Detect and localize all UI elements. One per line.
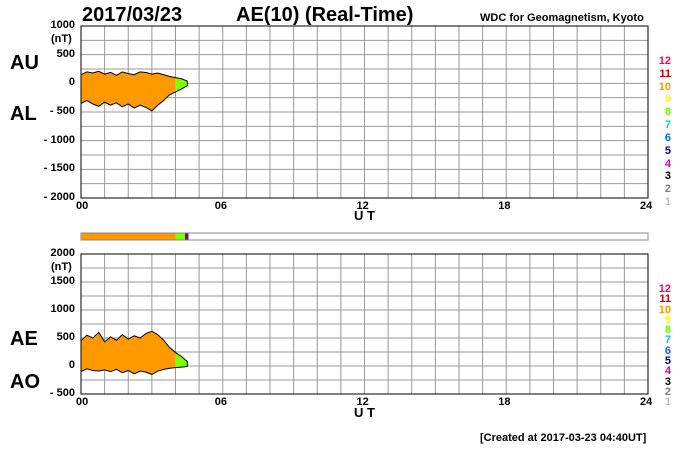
station-count-label: 2 xyxy=(664,385,671,398)
status-bar-segment xyxy=(175,233,185,240)
upper-index-label: AE xyxy=(10,328,38,350)
station-count-label: 11 xyxy=(659,293,671,306)
activity-area-segment xyxy=(92,70,100,107)
x-tick-label: 12 xyxy=(356,200,369,212)
upper-envelope-line xyxy=(80,330,188,362)
activity-area-segment xyxy=(110,71,117,106)
station-count-label: 4 xyxy=(664,365,671,378)
y-tick-label: 0 xyxy=(68,359,75,371)
activity-area-segment xyxy=(133,71,141,109)
x-axis-label: U T xyxy=(354,405,375,420)
source-label: WDC for Geomagnetism, Kyoto xyxy=(480,12,644,24)
station-count-label: 8 xyxy=(664,324,671,337)
station-count-label: 6 xyxy=(664,344,671,357)
activity-area-segment xyxy=(133,335,141,375)
activity-area-segment xyxy=(139,332,147,373)
activity-area-segment xyxy=(116,333,123,374)
y-tick-label: 500 xyxy=(56,331,75,343)
y-tick-label: 1500 xyxy=(50,275,75,287)
index-title: AE(10) (Real-Time) xyxy=(236,4,414,26)
station-count-label: 5 xyxy=(664,355,671,368)
y-tick-label: - 2000 xyxy=(43,191,75,203)
activity-area-segment xyxy=(98,70,105,107)
y-tick-label: 1000 xyxy=(50,19,75,31)
status-bar-segment xyxy=(81,233,176,240)
y-tick-label: - 500 xyxy=(49,105,75,117)
upper-envelope-line xyxy=(80,70,188,82)
activity-area-segment xyxy=(80,71,88,104)
station-count-label: 5 xyxy=(664,144,671,157)
station-count-label: 3 xyxy=(664,170,671,183)
activity-area-segment xyxy=(127,73,135,109)
activity-area-segment xyxy=(122,334,129,374)
activity-area-segment xyxy=(122,71,129,108)
station-count-label: 3 xyxy=(664,375,671,388)
station-count-label: 8 xyxy=(664,106,671,119)
activity-area-segment xyxy=(110,336,117,373)
y-tick-label: - 1000 xyxy=(43,133,75,146)
activity-area-segment xyxy=(151,330,159,375)
x-tick-label: 12 xyxy=(356,396,369,408)
activity-area-segment xyxy=(127,335,135,375)
y-tick-label: 1000 xyxy=(50,303,75,315)
x-tick-label: 00 xyxy=(76,396,89,408)
activity-area-segment xyxy=(151,72,159,112)
activity-area-segment xyxy=(92,331,100,372)
y-tick-label: 2000 xyxy=(50,247,75,259)
station-count-label: 12 xyxy=(658,55,671,67)
y-tick-label: 500 xyxy=(56,47,75,60)
x-tick-label: 18 xyxy=(498,396,511,408)
station-count-label: 2 xyxy=(664,183,671,196)
created-note: [Created at 2017-03-23 04:40UT] xyxy=(480,432,647,444)
activity-area-segment xyxy=(86,71,94,105)
station-count-label: 4 xyxy=(664,157,671,170)
lower-index-label: AL xyxy=(10,103,37,125)
x-tick-label: 18 xyxy=(498,200,511,212)
activity-area-segment xyxy=(104,336,111,372)
station-count-label: 7 xyxy=(664,119,671,132)
station-count-label: 10 xyxy=(658,303,671,316)
activity-area-segment xyxy=(80,334,88,373)
y-tick-label: 0 xyxy=(68,76,75,89)
station-count-label: 9 xyxy=(664,93,671,106)
station-count-label: 1 xyxy=(664,196,671,209)
activity-area-segment xyxy=(145,330,153,375)
activity-area-segment xyxy=(181,355,188,368)
x-tick-label: 06 xyxy=(214,396,227,408)
y-tick-label: - 500 xyxy=(49,387,75,399)
station-count-label: 6 xyxy=(664,131,671,144)
unit-label: (nT) xyxy=(51,33,72,45)
activity-area-segment xyxy=(157,72,164,106)
unit-label: (nT) xyxy=(51,261,72,273)
plot-frame xyxy=(80,253,649,395)
lower-envelope-line xyxy=(80,366,188,375)
activity-area-segment xyxy=(157,333,164,372)
activity-area-segment xyxy=(163,74,170,102)
station-count-label: 12 xyxy=(658,283,671,295)
x-tick-label: 00 xyxy=(76,200,89,212)
plot-frame xyxy=(80,25,649,199)
station-count-label: 9 xyxy=(664,313,671,326)
status-bar-segment xyxy=(184,233,189,240)
station-count-label: 10 xyxy=(658,80,671,93)
station-count-label: 1 xyxy=(664,396,671,409)
activity-area-segment xyxy=(116,71,123,108)
activity-area-segment xyxy=(86,334,94,371)
lower-index-label: AO xyxy=(10,371,40,393)
activity-area-segment xyxy=(104,72,111,106)
date-title: 2017/03/23 xyxy=(82,4,183,26)
x-axis-label: U T xyxy=(354,208,375,223)
activity-area-segment xyxy=(145,72,153,112)
y-tick-label: - 1500 xyxy=(43,162,75,175)
x-tick-label: 24 xyxy=(640,396,653,408)
x-tick-label: 24 xyxy=(640,200,653,212)
lower-envelope-line xyxy=(80,85,188,112)
upper-index-label: AU xyxy=(10,52,39,74)
activity-area-segment xyxy=(139,71,147,108)
station-count-label: 11 xyxy=(659,67,671,80)
station-count-label: 7 xyxy=(664,334,671,347)
x-tick-label: 06 xyxy=(214,200,227,212)
